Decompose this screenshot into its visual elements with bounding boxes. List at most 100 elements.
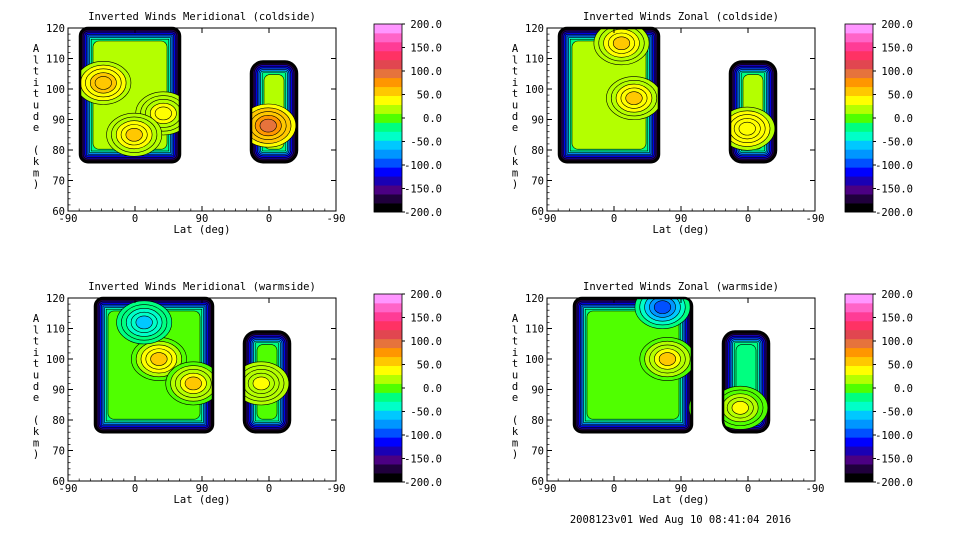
y-tick-label: 80 — [531, 415, 544, 427]
colorbar: 200.0 150.0 100.0 50.0 0.0 -50.0 -100.0 -150.0 -… — [844, 289, 913, 489]
colorbar-swatch — [374, 176, 402, 186]
contour-feature — [125, 127, 143, 142]
colorbar-swatch — [845, 437, 873, 447]
colorbar-swatch — [845, 122, 873, 132]
colorbar-label: -50.0 — [410, 407, 442, 419]
y-tick-label: 100 — [525, 354, 544, 366]
colorbar-label: 0.0 — [894, 113, 913, 125]
y-tick-label: 120 — [46, 293, 65, 305]
colorbar-label: 150.0 — [881, 43, 913, 55]
chart-title: Inverted Winds Meridional (warmside) — [88, 281, 316, 293]
colorbar-swatch — [374, 401, 402, 411]
colorbar-swatch — [845, 338, 873, 349]
colorbar-swatch — [845, 302, 873, 313]
colorbar-swatch — [845, 356, 873, 367]
colorbar-swatch — [845, 185, 873, 195]
colorbar-swatch — [374, 113, 402, 123]
colorbar-swatch — [374, 320, 402, 331]
colorbar-swatch — [374, 302, 402, 313]
contour-block-1 — [559, 28, 659, 163]
contour-feature — [731, 401, 749, 415]
x-tick-label: 0 — [132, 213, 138, 225]
contour-feature — [94, 76, 112, 90]
x-tick-label: -90 — [59, 483, 78, 495]
contour-block-2 — [730, 61, 776, 163]
y-tick-label: 80 — [52, 145, 65, 157]
colorbar-swatch — [374, 437, 402, 447]
colorbar: 200.0 150.0 100.0 50.0 0.0 -50.0 -100.0 -150.0 -… — [373, 289, 442, 489]
x-tick-label: 90 — [675, 213, 688, 225]
y-tick-label: 110 — [525, 54, 544, 66]
colorbar-swatch — [845, 50, 873, 61]
colorbar-swatch — [845, 401, 873, 411]
colorbar-swatch — [374, 24, 402, 34]
colorbar-swatch — [845, 455, 873, 465]
y-tick-label: 90 — [52, 385, 65, 397]
colorbar-label: -50.0 — [881, 137, 913, 149]
colorbar-swatch — [845, 473, 873, 483]
colorbar-swatch — [845, 428, 873, 438]
colorbar-label: 150.0 — [881, 313, 913, 325]
contour-feature — [612, 36, 631, 51]
y-tick-label: 90 — [531, 115, 544, 127]
colorbar-swatch — [374, 428, 402, 438]
colorbar-label: 200.0 — [881, 19, 913, 31]
y-tick-label: 100 — [46, 84, 65, 96]
contour-feature — [738, 121, 756, 136]
y-tick-label: 60 — [531, 206, 544, 218]
colorbar-label: -100.0 — [404, 160, 442, 172]
colorbar-swatch — [845, 140, 873, 150]
x-tick-label: -90 — [327, 213, 346, 225]
colorbar-swatch — [374, 347, 402, 358]
colorbar-swatch — [845, 95, 873, 105]
block-edge — [721, 330, 771, 434]
colorbar-label: -50.0 — [881, 407, 913, 419]
colorbar-swatch — [374, 311, 402, 322]
x-tick-label: 0 — [266, 483, 272, 495]
colorbar-swatch — [374, 464, 402, 474]
colorbar-swatch — [845, 365, 873, 375]
colorbar-swatch — [845, 320, 873, 331]
colorbar-swatch — [845, 59, 873, 70]
colorbar-swatch — [845, 86, 873, 97]
y-tick-label: 80 — [52, 415, 65, 427]
colorbar: 200.0 150.0 100.0 50.0 0.0 -50.0 -100.0 -150.0 -… — [373, 19, 442, 219]
contour-block-1 — [574, 298, 692, 433]
colorbar-swatch — [374, 59, 402, 70]
x-tick-label: 0 — [266, 213, 272, 225]
colorbar-label: -200.0 — [404, 207, 442, 219]
chart-title: Inverted Winds Zonal (warmside) — [583, 281, 779, 293]
colorbar-swatch — [374, 41, 402, 52]
y-tick-label: 70 — [52, 176, 65, 188]
colorbar-swatch — [374, 50, 402, 61]
colorbar: 200.0 150.0 100.0 50.0 0.0 -50.0 -100.0 -150.0 -… — [844, 19, 913, 219]
colorbar-swatch — [374, 446, 402, 456]
y-tick-label: 120 — [525, 23, 544, 35]
colorbar-label: 200.0 — [410, 19, 442, 31]
contour-feature — [653, 300, 672, 314]
colorbar-swatch — [374, 392, 402, 402]
colorbar-swatch — [845, 446, 873, 456]
colorbar-label: 200.0 — [881, 289, 913, 301]
colorbar-swatch — [845, 329, 873, 340]
colorbar-swatch — [374, 131, 402, 141]
colorbar-label: -150.0 — [404, 184, 442, 196]
colorbar-swatch — [374, 410, 402, 420]
colorbar-swatch — [374, 32, 402, 43]
panel-4: Inverted Winds Zonal (warmside) 60 70 80 90 1… — [512, 281, 913, 506]
colorbar-label: -150.0 — [875, 184, 913, 196]
contour-feature — [154, 106, 172, 121]
x-tick-label: 90 — [196, 213, 209, 225]
x-tick-label: -90 — [59, 213, 78, 225]
colorbar-label: -50.0 — [410, 137, 442, 149]
x-tick-label: 0 — [132, 483, 138, 495]
colorbar-swatch — [374, 140, 402, 150]
x-axis-label: Lat (deg) — [653, 494, 710, 506]
colorbar-label: 0.0 — [423, 383, 442, 395]
colorbar-swatch — [374, 203, 402, 213]
contour-block-2 — [251, 61, 297, 163]
y-tick-label: 110 — [525, 324, 544, 336]
colorbar-swatch — [845, 374, 873, 384]
y-tick-label: 100 — [525, 84, 544, 96]
